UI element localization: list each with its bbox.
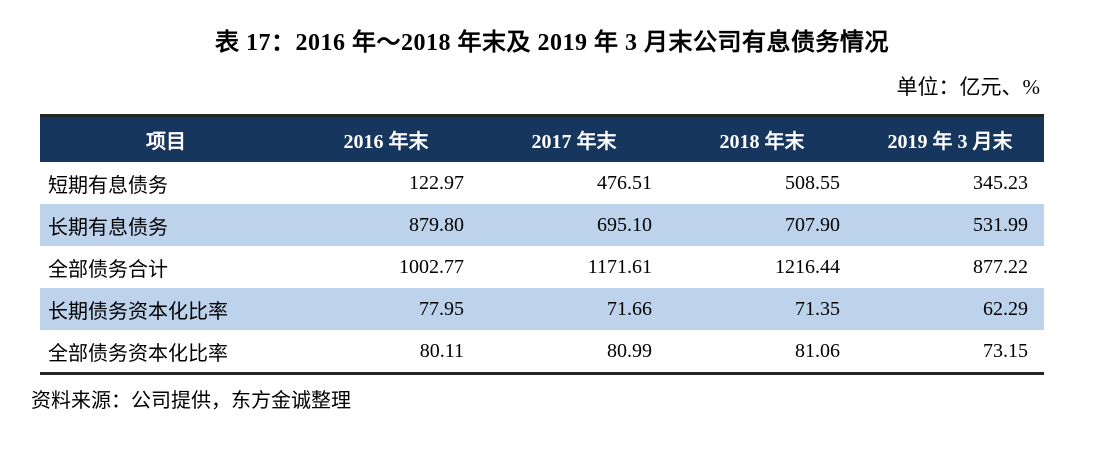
- data-source-note: 资料来源：公司提供，东方金诚整理: [31, 390, 351, 412]
- row-label: 短期有息债务: [40, 162, 292, 204]
- table-cell: 1171.61: [480, 246, 668, 288]
- table-cell: 71.66: [480, 288, 668, 330]
- table-cell: 122.97: [292, 162, 480, 204]
- table-title: 表 17：2016 年～2018 年末及 2019 年 3 月末公司有息债务情况: [215, 30, 889, 56]
- column-header-item: 项目: [40, 115, 292, 162]
- row-label: 全部债务合计: [40, 246, 292, 288]
- table-cell: 508.55: [668, 162, 856, 204]
- table-cell: 81.06: [668, 330, 856, 374]
- row-label: 长期有息债务: [40, 204, 292, 246]
- table-row: 全部债务资本化比率 80.11 80.99 81.06 73.15: [40, 330, 1044, 374]
- column-header-2019q1: 2019 年 3 月末: [856, 115, 1044, 162]
- table-cell: 877.22: [856, 246, 1044, 288]
- table-cell: 1216.44: [668, 246, 856, 288]
- debt-table: 项目 2016 年末 2017 年末 2018 年末 2019 年 3 月末 短…: [40, 114, 1044, 375]
- column-header-2016: 2016 年末: [292, 115, 480, 162]
- table-row: 长期有息债务 879.80 695.10 707.90 531.99: [40, 204, 1044, 246]
- column-header-2018: 2018 年末: [668, 115, 856, 162]
- table-row: 长期债务资本化比率 77.95 71.66 71.35 62.29: [40, 288, 1044, 330]
- table-row: 全部债务合计 1002.77 1171.61 1216.44 877.22: [40, 246, 1044, 288]
- table-header: 项目 2016 年末 2017 年末 2018 年末 2019 年 3 月末: [40, 115, 1044, 162]
- table-cell: 695.10: [480, 204, 668, 246]
- table-cell: 1002.77: [292, 246, 480, 288]
- table-row: 短期有息债务 122.97 476.51 508.55 345.23: [40, 162, 1044, 204]
- row-label: 全部债务资本化比率: [40, 330, 292, 374]
- table-cell: 73.15: [856, 330, 1044, 374]
- table-cell: 80.11: [292, 330, 480, 374]
- header-row: 项目 2016 年末 2017 年末 2018 年末 2019 年 3 月末: [40, 115, 1044, 162]
- table-body: 短期有息债务 122.97 476.51 508.55 345.23 长期有息债…: [40, 162, 1044, 374]
- table-cell: 531.99: [856, 204, 1044, 246]
- unit-label: 单位：亿元、%: [896, 75, 1041, 99]
- table-cell: 71.35: [668, 288, 856, 330]
- table-cell: 476.51: [480, 162, 668, 204]
- table-cell: 879.80: [292, 204, 480, 246]
- table-cell: 80.99: [480, 330, 668, 374]
- table-cell: 62.29: [856, 288, 1044, 330]
- column-header-2017: 2017 年末: [480, 115, 668, 162]
- table-cell: 77.95: [292, 288, 480, 330]
- table-cell: 345.23: [856, 162, 1044, 204]
- table-cell: 707.90: [668, 204, 856, 246]
- row-label: 长期债务资本化比率: [40, 288, 292, 330]
